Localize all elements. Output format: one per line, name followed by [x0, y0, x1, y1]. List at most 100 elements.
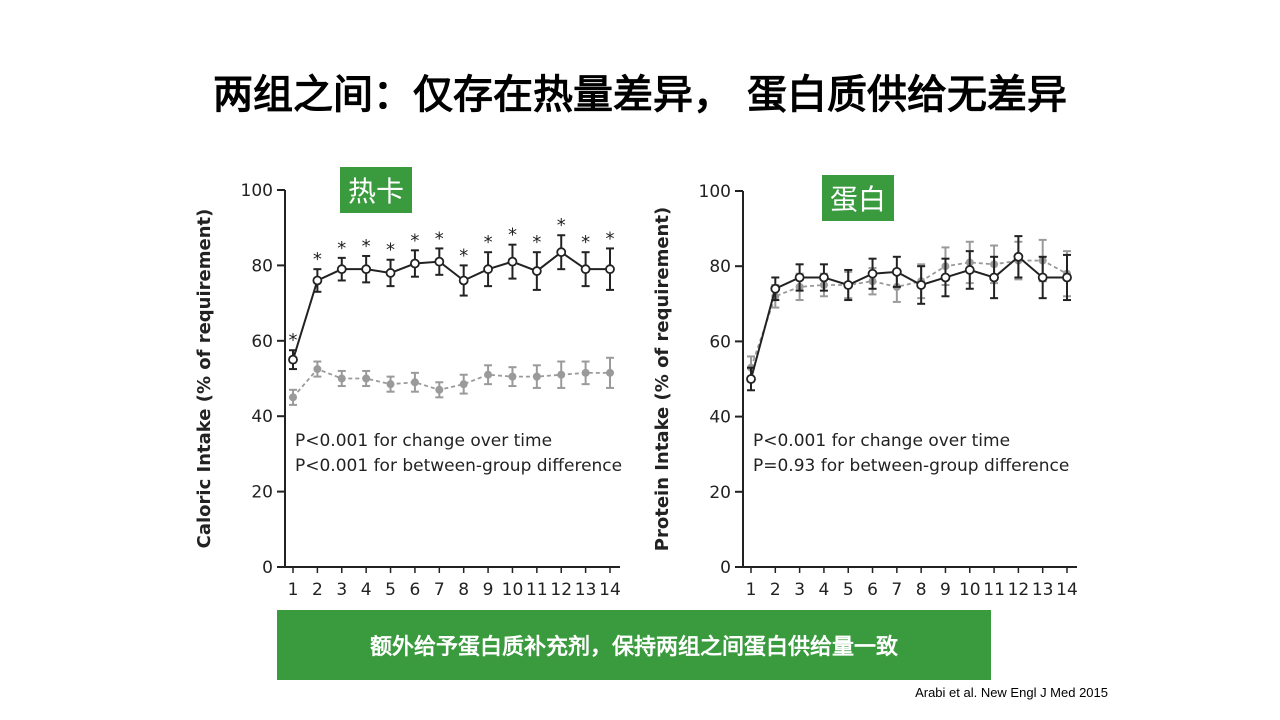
x-tick-label: 9 [483, 580, 494, 600]
y-tick-label: 80 [709, 257, 731, 277]
x-tick-label: 14 [599, 580, 621, 600]
y-axis-label: Protein Intake (% of requirement) [652, 207, 673, 551]
x-tick-label: 7 [434, 580, 445, 600]
calorie-tag: 热卡 [340, 167, 412, 213]
data-point [410, 258, 420, 269]
data-point [606, 368, 614, 377]
x-tick-label: 4 [819, 580, 830, 600]
p-value-annotation: P<0.001 for between-group difference [295, 456, 622, 476]
protein-tag: 蛋白 [822, 175, 894, 221]
x-tick-label: 3 [336, 580, 347, 600]
data-point [916, 280, 927, 290]
y-tick-label: 100 [699, 182, 731, 202]
x-tick-label: 1 [288, 580, 299, 600]
data-point [483, 264, 493, 275]
data-point [581, 368, 590, 377]
data-point [1037, 272, 1048, 283]
data-point [867, 268, 878, 279]
data-point [288, 354, 298, 365]
data-point [556, 247, 567, 258]
data-point [435, 385, 444, 394]
data-point [794, 272, 805, 283]
significance-marker: * [459, 245, 468, 266]
data-point [819, 272, 829, 283]
significance-marker: * [484, 232, 493, 253]
x-tick-label: 11 [983, 580, 1005, 600]
y-axis-label: Caloric Intake (% of requirement) [194, 209, 215, 549]
data-point [580, 264, 591, 275]
x-tick-label: 5 [843, 580, 854, 600]
y-tick-label: 60 [709, 332, 731, 352]
data-point [289, 393, 297, 402]
x-tick-label: 8 [916, 580, 927, 600]
series-line [292, 368, 610, 398]
x-tick-label: 14 [1056, 580, 1078, 600]
x-tick-label: 6 [410, 580, 421, 600]
data-point [337, 374, 346, 383]
significance-marker: * [508, 225, 517, 246]
data-point [891, 266, 902, 277]
x-tick-label: 3 [794, 580, 805, 600]
y-tick-label: 20 [251, 483, 273, 503]
data-point [459, 380, 468, 389]
data-point [386, 380, 395, 389]
data-point [458, 275, 469, 286]
x-tick-label: 12 [1008, 580, 1030, 600]
data-point [531, 266, 542, 276]
data-point [385, 268, 396, 278]
data-point [1013, 251, 1024, 262]
x-tick-label: 11 [526, 580, 548, 600]
significance-marker: * [435, 228, 444, 249]
data-point [312, 275, 323, 286]
significance-marker: * [386, 240, 395, 261]
significance-marker: * [581, 232, 590, 253]
y-tick-label: 40 [251, 407, 273, 427]
data-point [362, 374, 371, 383]
data-point [508, 372, 517, 381]
data-point [557, 370, 566, 379]
x-tick-label: 4 [361, 580, 372, 600]
x-tick-label: 10 [959, 580, 981, 600]
significance-marker: * [313, 249, 322, 270]
p-value-annotation: P<0.001 for change over time [753, 431, 1010, 451]
x-tick-label: 12 [550, 580, 572, 600]
p-value-annotation: P<0.001 for change over time [295, 431, 552, 451]
x-tick-label: 6 [867, 580, 878, 600]
data-point [361, 264, 372, 275]
y-tick-label: 100 [241, 181, 273, 201]
data-point [434, 256, 445, 267]
y-tick-label: 0 [720, 558, 731, 578]
y-tick-label: 60 [251, 332, 273, 352]
significance-marker: * [337, 238, 346, 259]
significance-marker: * [410, 230, 419, 251]
data-point [989, 272, 999, 283]
data-point [843, 280, 854, 290]
x-tick-label: 7 [891, 580, 902, 600]
y-tick-label: 80 [251, 256, 273, 276]
significance-marker: * [606, 228, 615, 249]
data-point [1062, 272, 1072, 283]
data-point [484, 370, 493, 379]
significance-marker: * [362, 236, 371, 257]
citation: Arabi et al. New Engl J Med 2015 [915, 685, 1108, 700]
x-tick-label: 1 [746, 580, 757, 600]
x-tick-label: 13 [1032, 580, 1054, 600]
data-point [532, 372, 541, 381]
y-tick-label: 0 [262, 558, 273, 578]
data-point [605, 264, 615, 275]
data-point [313, 365, 322, 374]
data-point [770, 283, 781, 294]
y-tick-label: 40 [709, 408, 731, 428]
summary-banner: 额外给予蛋白质补充剂，保持两组之间蛋白供给量一致 [277, 610, 991, 680]
x-tick-label: 13 [575, 580, 597, 600]
significance-marker: * [289, 330, 298, 351]
slide-title: 两组之间：仅存在热量差异， 蛋白质供给无差异 [213, 72, 1067, 118]
p-value-annotation: P=0.93 for between-group difference [753, 456, 1069, 476]
data-point [746, 374, 756, 384]
x-tick-label: 8 [458, 580, 469, 600]
x-tick-label: 5 [385, 580, 396, 600]
data-point [940, 272, 951, 283]
x-tick-label: 9 [940, 580, 951, 600]
significance-marker: * [532, 232, 541, 253]
